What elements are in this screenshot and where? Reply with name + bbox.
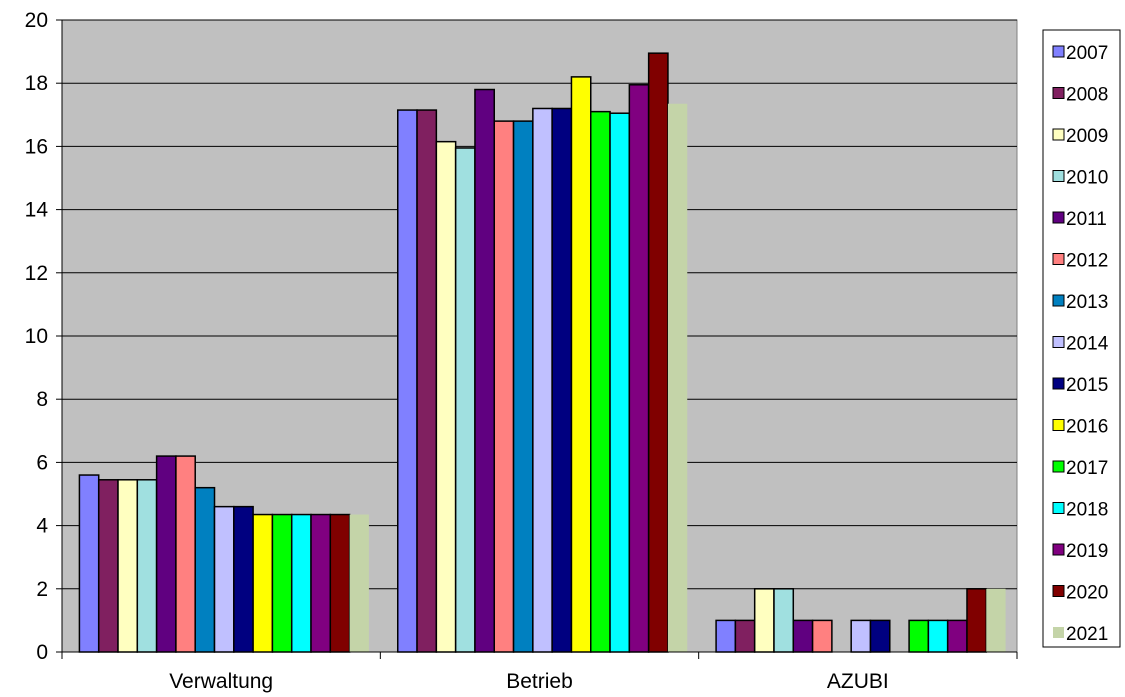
- legend: 2007 2008 2009 2010 2011 2012 2013 2014 2015 2016…: [1042, 29, 1121, 648]
- legend-label-2008: 2008: [1066, 85, 1108, 106]
- legend-label-2017: 2017: [1066, 458, 1108, 479]
- bar-2014-azubi: [850, 619, 872, 653]
- legend-swatch-2013: [1052, 294, 1065, 307]
- y-tick-label: 10: [25, 325, 48, 348]
- bar-2012-betrieb: [493, 120, 515, 653]
- legend-label-2010: 2010: [1066, 168, 1108, 189]
- bar-2015-azubi: [869, 619, 891, 653]
- bar-2020-betrieb: [647, 52, 669, 653]
- x-tick-label: Betrieb: [506, 670, 573, 693]
- bar-2007-betrieb: [397, 109, 418, 653]
- bar-2019-betrieb: [628, 84, 650, 653]
- legend-swatch-2016: [1052, 419, 1065, 431]
- bar-2020-verwaltung: [329, 513, 351, 653]
- bar-2017-betrieb: [590, 110, 611, 653]
- bar-2008-azubi: [734, 619, 756, 653]
- legend-label-2007: 2007: [1066, 43, 1108, 64]
- bar-2019-azubi: [946, 619, 968, 653]
- bar-2015-betrieb: [551, 107, 573, 653]
- legend-label-2009: 2009: [1066, 126, 1108, 147]
- x-tick-label: Verwaltung: [169, 670, 273, 693]
- bar-2017-verwaltung: [271, 513, 293, 653]
- y-tick-label: 4: [36, 515, 48, 538]
- bar-2013-betrieb: [512, 120, 534, 653]
- legend-swatch-2011: [1052, 211, 1065, 224]
- bar-2015-verwaltung: [233, 505, 254, 653]
- legend-swatch-2017: [1052, 460, 1065, 473]
- legend-label-2014: 2014: [1066, 334, 1109, 355]
- legend-label-2018: 2018: [1066, 500, 1108, 521]
- y-tick-labels: 0 2 4 6 8 10 12 14 16 18 20: [25, 9, 49, 664]
- legend-swatch-2020: [1052, 585, 1065, 597]
- bar-2010-betrieb: [454, 147, 476, 653]
- bar-2010-azubi: [773, 588, 795, 653]
- y-tick-label: 2: [36, 578, 48, 601]
- bar-2016-verwaltung: [252, 513, 274, 653]
- legend-label-2021: 2021: [1066, 624, 1108, 645]
- bars: [78, 52, 1006, 653]
- bar-2014-verwaltung: [213, 505, 235, 653]
- bar-2011-verwaltung: [155, 455, 177, 653]
- bar-2009-betrieb: [435, 140, 457, 653]
- bar-2021-betrieb: [667, 103, 688, 653]
- bar-2008-betrieb: [416, 109, 438, 653]
- legend-swatch-2018: [1052, 502, 1065, 514]
- bar-2010-verwaltung: [136, 479, 158, 653]
- y-tick-label: 18: [25, 72, 48, 95]
- y-tick-label: 12: [25, 262, 48, 285]
- legend-label-2015: 2015: [1066, 375, 1108, 396]
- bar-2011-betrieb: [474, 88, 496, 653]
- bar-2012-azubi: [811, 619, 833, 653]
- bar-2016-betrieb: [570, 76, 592, 653]
- legend-label-2020: 2020: [1066, 583, 1108, 604]
- legend-swatch-2021: [1053, 627, 1064, 638]
- legend-label-2016: 2016: [1066, 417, 1108, 438]
- bar-2017-azubi: [908, 619, 930, 653]
- y-tick-label: 8: [36, 388, 48, 411]
- x-tick-label: AZUBI: [827, 670, 889, 693]
- legend-swatch-2015: [1052, 377, 1065, 390]
- bar-2014-betrieb: [532, 107, 553, 653]
- legend-swatch-2010: [1052, 170, 1065, 182]
- y-tick-label: 14: [25, 199, 49, 222]
- y-tick-label: 16: [25, 135, 48, 158]
- legend-swatch-2012: [1052, 253, 1065, 265]
- legend-swatch-2014: [1052, 336, 1065, 348]
- bar-2011-azubi: [792, 619, 814, 653]
- bar-2013-verwaltung: [194, 486, 216, 653]
- bar-2009-azubi: [753, 588, 775, 653]
- bar-2020-azubi: [966, 588, 988, 653]
- y-tick-label: 20: [25, 9, 48, 32]
- legend-label-2012: 2012: [1066, 251, 1108, 272]
- bar-2007-verwaltung: [78, 474, 100, 653]
- bar-2018-betrieb: [609, 112, 631, 653]
- bar-2009-verwaltung: [117, 479, 139, 653]
- bar-2018-azubi: [927, 619, 949, 653]
- legend-swatch-2009: [1052, 128, 1065, 141]
- y-tick-label: 0: [36, 641, 48, 664]
- y-tick-label: 6: [36, 451, 48, 474]
- bar-2021-azubi: [986, 588, 1006, 652]
- legend-label-2013: 2013: [1066, 292, 1108, 313]
- legend-swatch-2019: [1052, 543, 1065, 556]
- x-tick-labels: Verwaltung Betrieb AZUBI: [169, 670, 889, 693]
- legend-swatch-2007: [1052, 45, 1065, 58]
- axes: [56, 19, 1018, 659]
- bar-2019-verwaltung: [310, 513, 332, 653]
- bar-2007-azubi: [715, 619, 737, 653]
- bar-2008-verwaltung: [97, 479, 119, 653]
- bar-2021-verwaltung: [349, 514, 369, 652]
- legend-label-2019: 2019: [1066, 541, 1108, 562]
- bar-2012-verwaltung: [175, 455, 196, 653]
- bar-2018-verwaltung: [290, 513, 312, 653]
- legend-swatch-2008: [1052, 87, 1065, 99]
- legend-label-2011: 2011: [1066, 209, 1107, 230]
